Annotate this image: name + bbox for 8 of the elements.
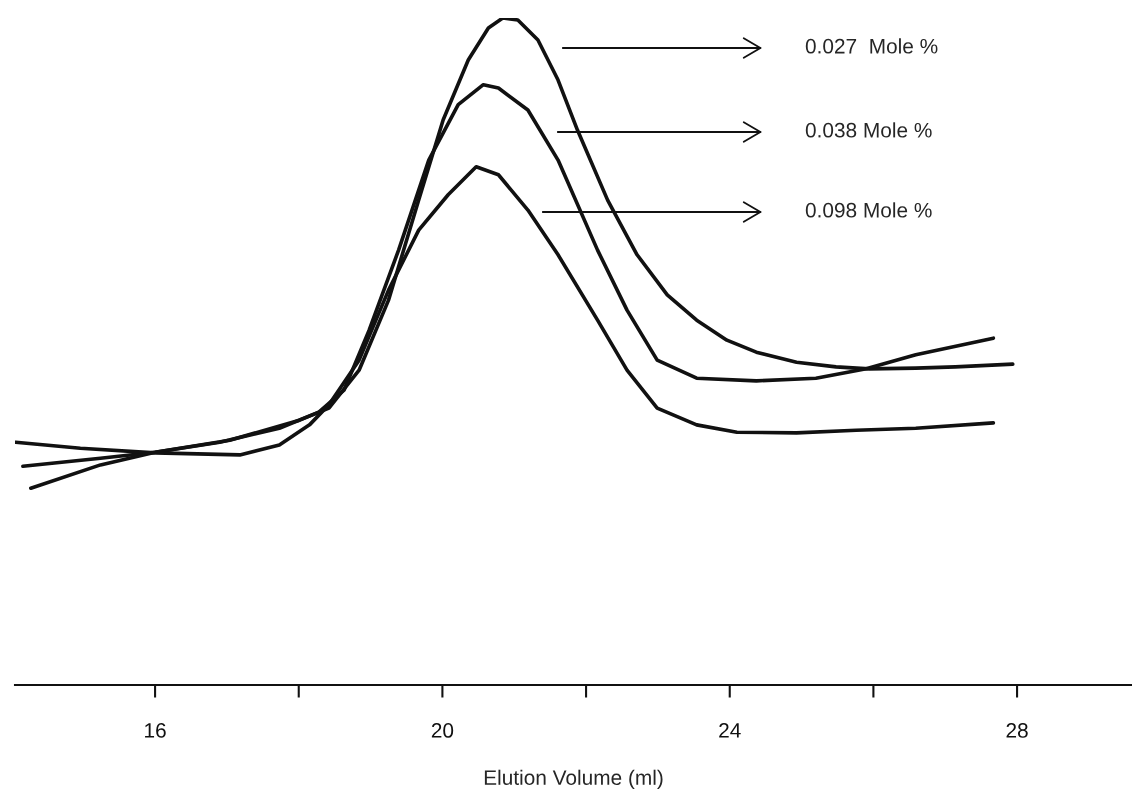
x-tick-label: 24 [719,723,741,738]
x-axis-title: Elution Volume (ml) [484,769,663,790]
x-tick-label: 20 [431,723,454,738]
annotation: 0.027 Mole % [805,38,938,54]
x-tick-label: 16 [145,723,166,738]
annotation: 0.098 Mole % [805,202,932,218]
x-tick-label: 28 [1006,723,1028,738]
annotation: 0.038 Mole % [805,122,932,138]
